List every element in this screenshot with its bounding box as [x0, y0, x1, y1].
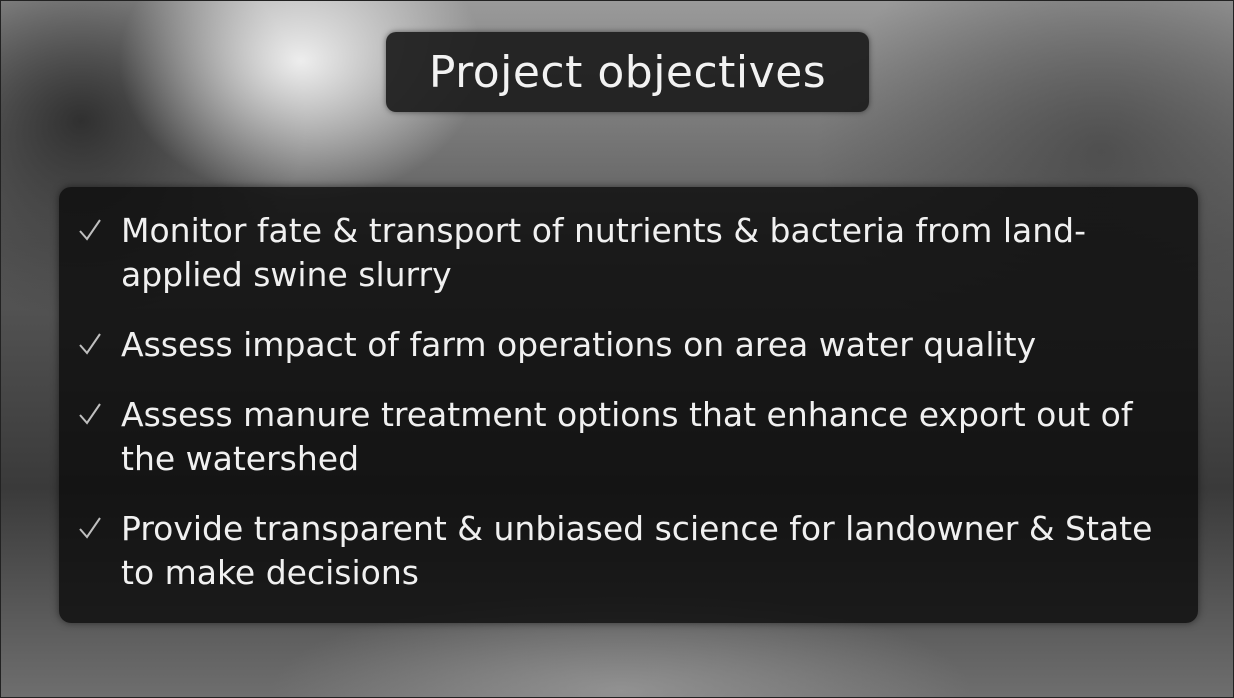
bullet-text: Assess manure treatment options that enh… — [121, 395, 1132, 478]
slide-title: Project objectives — [429, 47, 826, 98]
check-icon — [77, 401, 103, 427]
bullet-text: Assess impact of farm operations on area… — [121, 325, 1036, 364]
bullet-text: Provide transparent & unbiased science f… — [121, 509, 1152, 592]
slide: Project objectives Monitor fate & transp… — [0, 0, 1234, 698]
content-box: Monitor fate & transport of nutrients & … — [59, 187, 1198, 623]
bullet: Assess impact of farm operations on area… — [121, 323, 1158, 367]
bullet: Assess manure treatment options that enh… — [121, 393, 1158, 481]
bullet-list: Monitor fate & transport of nutrients & … — [59, 187, 1198, 595]
bullet-text: Monitor fate & transport of nutrients & … — [121, 211, 1086, 294]
title-box: Project objectives — [386, 32, 869, 112]
check-icon — [77, 331, 103, 357]
bullet: Monitor fate & transport of nutrients & … — [121, 209, 1158, 297]
bullet: Provide transparent & unbiased science f… — [121, 507, 1158, 595]
check-icon — [77, 515, 103, 541]
check-icon — [77, 217, 103, 243]
